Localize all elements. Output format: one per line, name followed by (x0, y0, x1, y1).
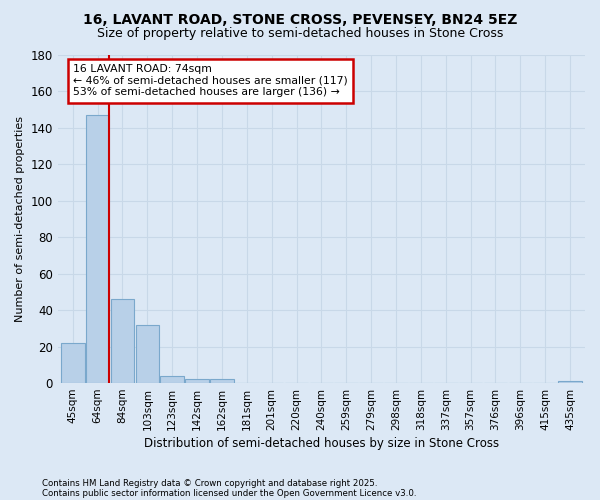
Bar (210, 380, 234, 383)
Bar (136, 324, 159, 383)
Text: 16, LAVANT ROAD, STONE CROSS, PEVENSEY, BN24 5EZ: 16, LAVANT ROAD, STONE CROSS, PEVENSEY, … (83, 12, 517, 26)
Text: 16 LAVANT ROAD: 74sqm
← 46% of semi-detached houses are smaller (117)
53% of sem: 16 LAVANT ROAD: 74sqm ← 46% of semi-deta… (73, 64, 348, 98)
Bar (160, 376, 184, 383)
Bar (185, 380, 209, 383)
Text: Contains HM Land Registry data © Crown copyright and database right 2025.: Contains HM Land Registry data © Crown c… (42, 478, 377, 488)
X-axis label: Distribution of semi-detached houses by size in Stone Cross: Distribution of semi-detached houses by … (144, 437, 499, 450)
Bar (558, 381, 582, 383)
Y-axis label: Number of semi-detached properties: Number of semi-detached properties (15, 116, 25, 322)
Text: Contains public sector information licensed under the Open Government Licence v3: Contains public sector information licen… (42, 488, 416, 498)
Text: Size of property relative to semi-detached houses in Stone Cross: Size of property relative to semi-detach… (97, 28, 503, 40)
Bar (86, 115, 109, 383)
Bar (61, 343, 85, 383)
Bar (110, 299, 134, 383)
